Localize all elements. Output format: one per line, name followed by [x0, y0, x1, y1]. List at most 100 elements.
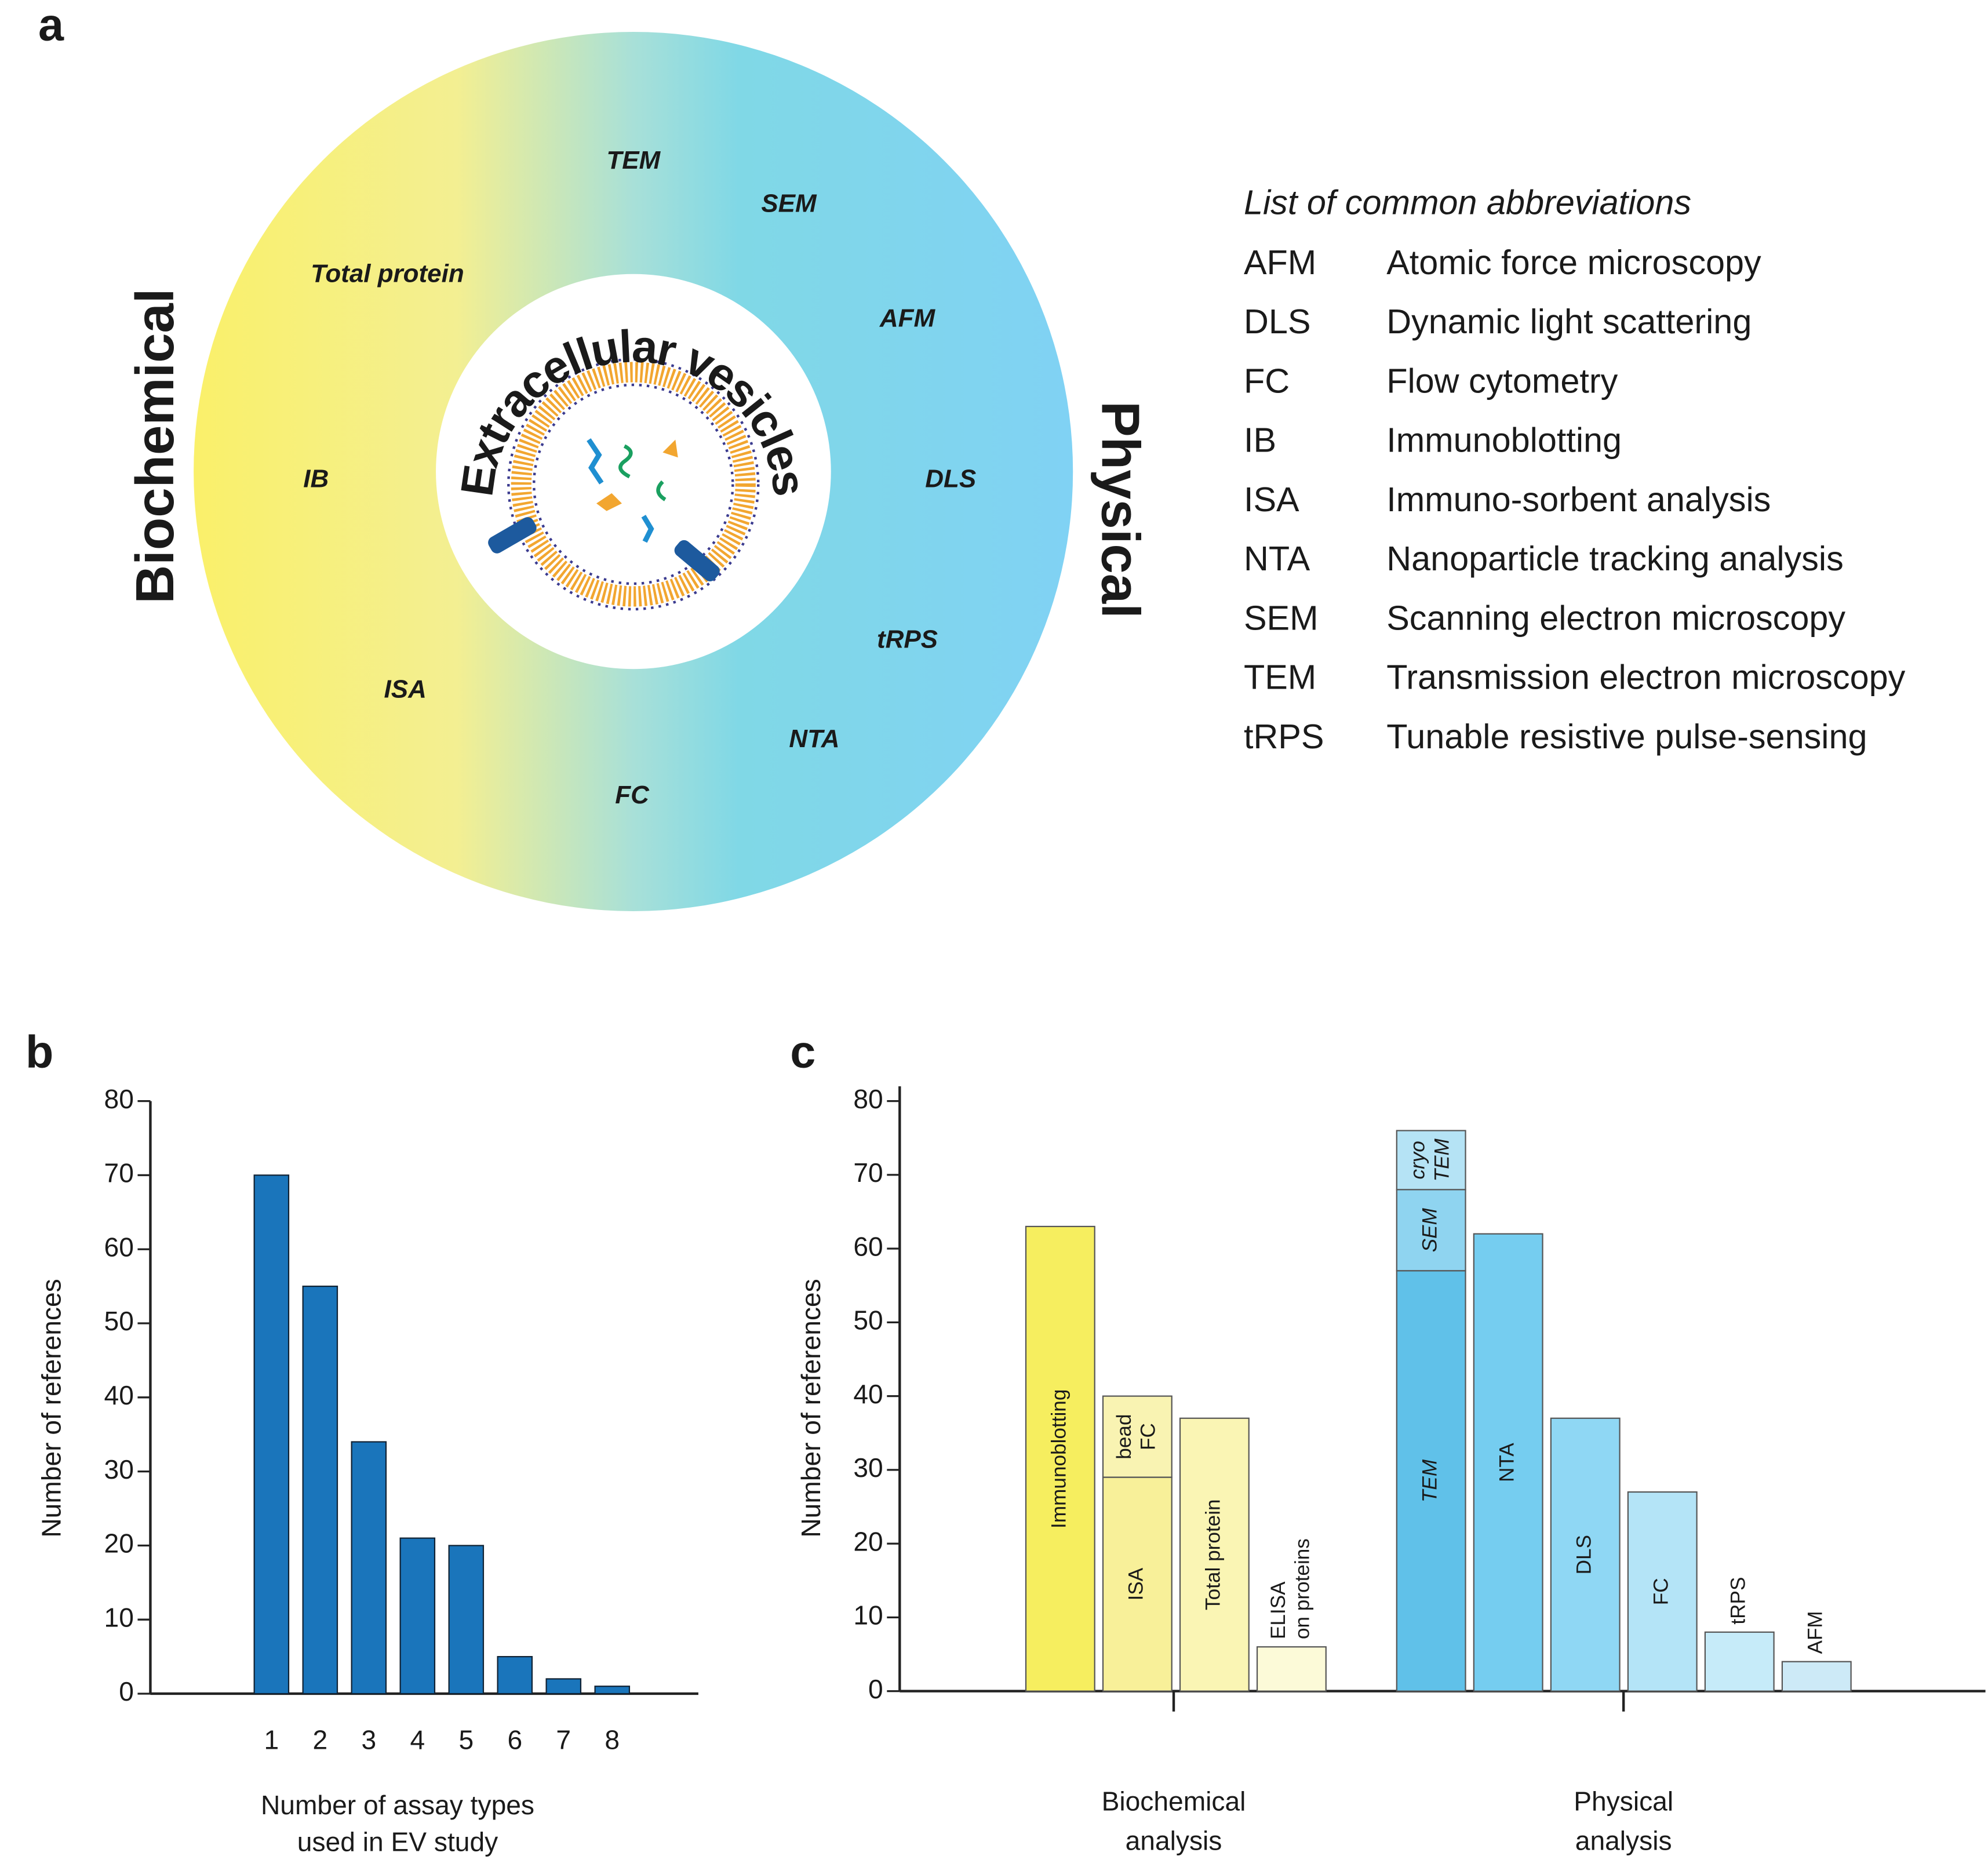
abbreviation: NTA	[1244, 539, 1310, 578]
abbreviation-meaning: Scanning electron microscopy	[1386, 598, 1845, 637]
x-axis-title: Number of assay types	[261, 1790, 534, 1820]
segment-label: cryo	[1407, 1141, 1429, 1179]
side-label: Physical	[1091, 401, 1151, 618]
abbreviations-title: List of common abbreviations	[1244, 183, 1691, 222]
abbreviation: TEM	[1244, 658, 1316, 697]
bar	[448, 1545, 485, 1695]
ring-label: Total protein	[311, 260, 464, 288]
y-tick-label: 80	[853, 1084, 883, 1114]
x-tick-label: 8	[605, 1725, 620, 1755]
y-tick-label: 70	[853, 1158, 883, 1188]
abbreviation-meaning: Transmission electron microscopy	[1386, 658, 1905, 697]
abbreviation-meaning: Tunable resistive pulse-sensing	[1386, 717, 1867, 756]
bar	[399, 1537, 436, 1695]
bar-segment	[1396, 1189, 1466, 1272]
bar-segment	[1396, 1130, 1466, 1191]
group-label: analysis	[1575, 1825, 1672, 1855]
y-tick-label: 20	[853, 1526, 883, 1556]
x-tick-label: 7	[556, 1725, 571, 1755]
ring-label: ISA	[384, 675, 427, 703]
bar	[351, 1441, 387, 1695]
bar	[594, 1686, 631, 1695]
y-tick-label: 0	[119, 1676, 134, 1706]
y-tick-label: 50	[853, 1305, 883, 1335]
segment-label: AFM	[1804, 1611, 1827, 1654]
y-axis-title: Number of references	[796, 1279, 826, 1537]
abbreviation: AFM	[1244, 243, 1316, 282]
ring-label: DLS	[925, 464, 976, 493]
abbreviation-meaning: Immuno-sorbent analysis	[1386, 480, 1771, 519]
bar-segment	[1550, 1417, 1621, 1692]
center-label-path: Extracellular vesicles	[450, 320, 816, 499]
y-tick-label: 10	[853, 1600, 883, 1631]
y-tick-label: 40	[853, 1379, 883, 1409]
bar-segment	[1627, 1491, 1698, 1692]
y-axis-title: Number of references	[37, 1279, 67, 1537]
y-tick-label: 20	[104, 1528, 134, 1559]
segment-label: NTA	[1495, 1443, 1518, 1482]
vesicle	[488, 358, 760, 611]
y-tick-label: 60	[104, 1232, 134, 1262]
segment-label: TEM	[1430, 1138, 1453, 1182]
center-label: Extracellular vesicles	[450, 320, 816, 499]
segment-label: tRPS	[1727, 1577, 1750, 1625]
group-label: Biochemical	[1102, 1786, 1246, 1816]
abbreviation-meaning: Nanoparticle tracking analysis	[1386, 539, 1844, 578]
x-tick-label: 4	[410, 1725, 425, 1755]
segment-label: TEM	[1418, 1459, 1441, 1502]
segment-label: FC	[1650, 1578, 1673, 1605]
y-tick-label: 40	[104, 1380, 134, 1410]
y-tick-label: 0	[868, 1674, 883, 1704]
abbreviation-meaning: Atomic force microscopy	[1386, 243, 1761, 282]
abbreviation: SEM	[1244, 598, 1319, 637]
x-tick-label: 2	[312, 1725, 327, 1755]
bar	[302, 1286, 338, 1695]
y-tick-label: 80	[104, 1084, 134, 1114]
ring-label: TEM	[606, 146, 661, 174]
ring-label: NTA	[789, 725, 839, 753]
segment-label: Total protein	[1202, 1499, 1225, 1610]
segment-label: on proteins	[1291, 1538, 1314, 1639]
x-axis-title: used in EV study	[297, 1827, 498, 1857]
abbreviation: tRPS	[1244, 717, 1324, 756]
y-tick-label: 30	[104, 1454, 134, 1484]
x-tick-label: 3	[361, 1725, 376, 1755]
y-tick-label: 50	[104, 1306, 134, 1336]
abbreviation: ISA	[1244, 480, 1299, 519]
ring	[194, 31, 1073, 912]
panel-label: c	[790, 1025, 815, 1077]
bar	[545, 1678, 582, 1695]
abbreviation-meaning: Flow cytometry	[1386, 361, 1618, 400]
x-tick-label: 6	[507, 1725, 522, 1755]
bar-segment	[1179, 1417, 1250, 1692]
bar-segment	[1102, 1395, 1173, 1478]
ring-label: SEM	[761, 190, 817, 218]
x-tick-label: 5	[458, 1725, 474, 1755]
group-label: analysis	[1126, 1825, 1222, 1855]
ring-label: AFM	[879, 304, 936, 332]
x-tick-label: 1	[264, 1725, 279, 1755]
abbreviation-meaning: Dynamic light scattering	[1386, 302, 1752, 341]
segment-label: Immunoblotting	[1048, 1389, 1071, 1528]
y-tick-label: 70	[104, 1158, 134, 1188]
ring-label: tRPS	[877, 625, 938, 654]
segment-label: bead	[1113, 1414, 1135, 1459]
bar-segment	[1025, 1225, 1095, 1692]
bar-segment	[1256, 1646, 1327, 1692]
bar	[253, 1174, 290, 1695]
y-tick-label: 60	[853, 1231, 883, 1261]
ring-label: IB	[303, 464, 329, 493]
ring-label: FC	[615, 781, 650, 809]
bar	[497, 1655, 533, 1695]
bar-segment	[1396, 1270, 1466, 1692]
y-tick-label: 30	[853, 1453, 883, 1483]
segment-label: ELISA	[1267, 1581, 1290, 1639]
segment-label: FC	[1137, 1423, 1160, 1450]
abbreviation: IB	[1244, 421, 1276, 460]
bar-segment	[1704, 1631, 1775, 1692]
group-label: Physical	[1574, 1786, 1673, 1816]
bar-segment	[1473, 1233, 1543, 1692]
segment-label: SEM	[1418, 1207, 1441, 1252]
abbreviation-meaning: Immunoblotting	[1386, 421, 1622, 460]
